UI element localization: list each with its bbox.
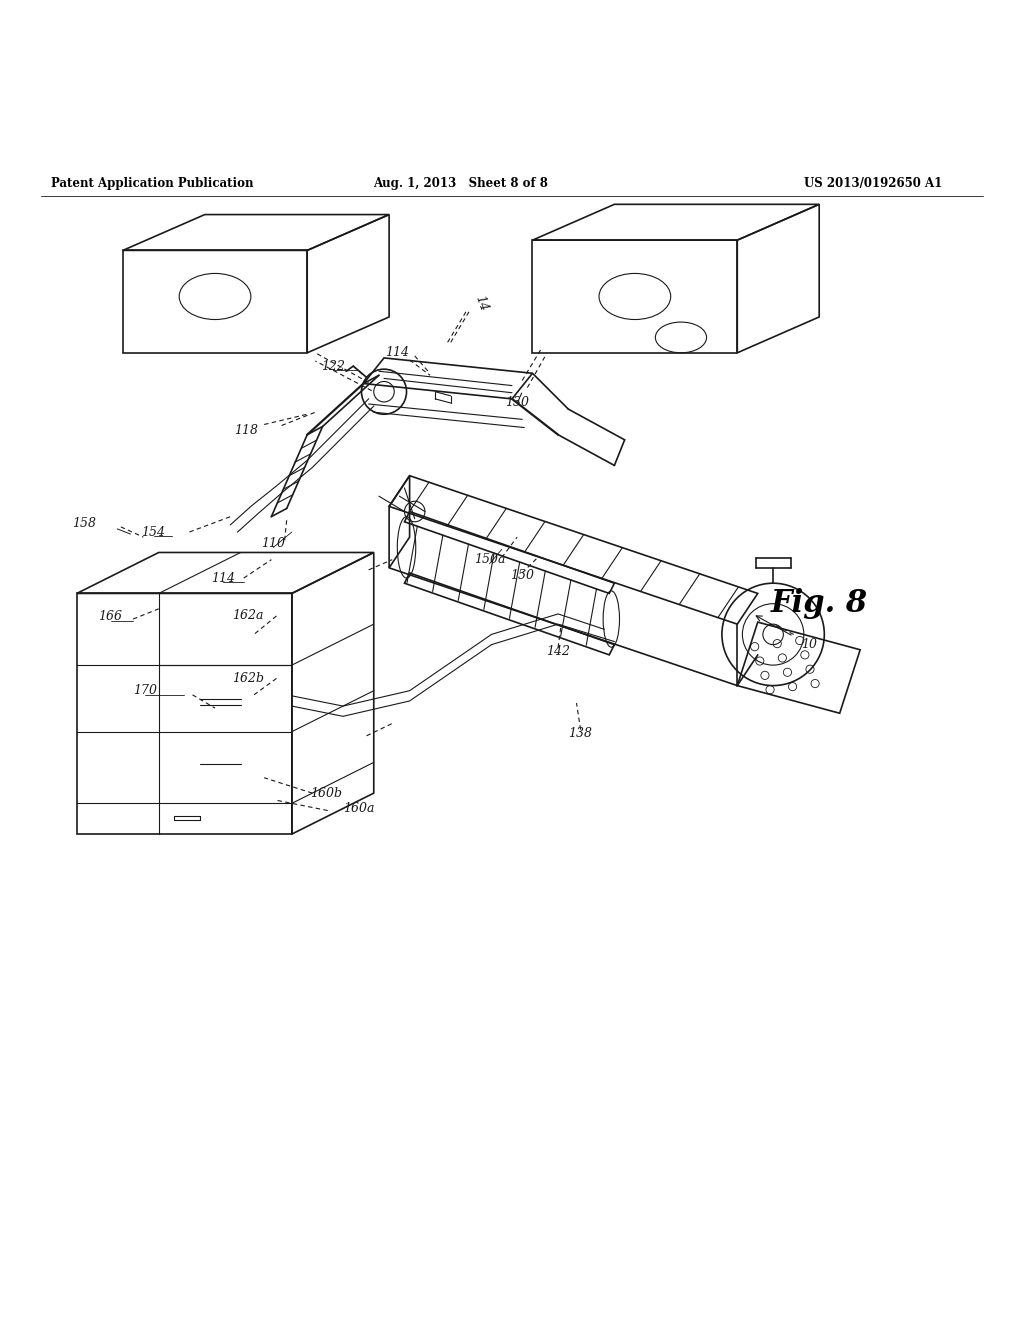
Text: 14: 14	[472, 294, 490, 313]
Text: 170: 170	[133, 684, 158, 697]
Text: 142: 142	[546, 645, 570, 659]
Text: Aug. 1, 2013   Sheet 8 of 8: Aug. 1, 2013 Sheet 8 of 8	[374, 177, 548, 190]
Text: Patent Application Publication: Patent Application Publication	[51, 177, 254, 190]
Text: 114: 114	[385, 346, 410, 359]
Text: 130: 130	[505, 396, 529, 409]
Text: 160a: 160a	[343, 803, 374, 814]
Text: 160b: 160b	[309, 787, 342, 800]
Text: Fig. 8: Fig. 8	[771, 589, 867, 619]
Text: 166: 166	[98, 610, 123, 623]
Text: 138: 138	[568, 727, 593, 741]
Text: 150a: 150a	[474, 553, 505, 566]
Text: 162a: 162a	[232, 610, 263, 623]
Text: 122: 122	[321, 359, 345, 372]
Text: 118: 118	[233, 424, 258, 437]
Text: 158: 158	[72, 517, 96, 531]
Text: US 2013/0192650 A1: US 2013/0192650 A1	[804, 177, 942, 190]
Text: 10: 10	[801, 638, 817, 651]
Text: 162b: 162b	[231, 672, 264, 685]
Text: 154: 154	[141, 525, 166, 539]
Text: 114: 114	[211, 572, 236, 585]
Text: 110: 110	[261, 537, 286, 549]
Text: 150: 150	[510, 569, 535, 582]
